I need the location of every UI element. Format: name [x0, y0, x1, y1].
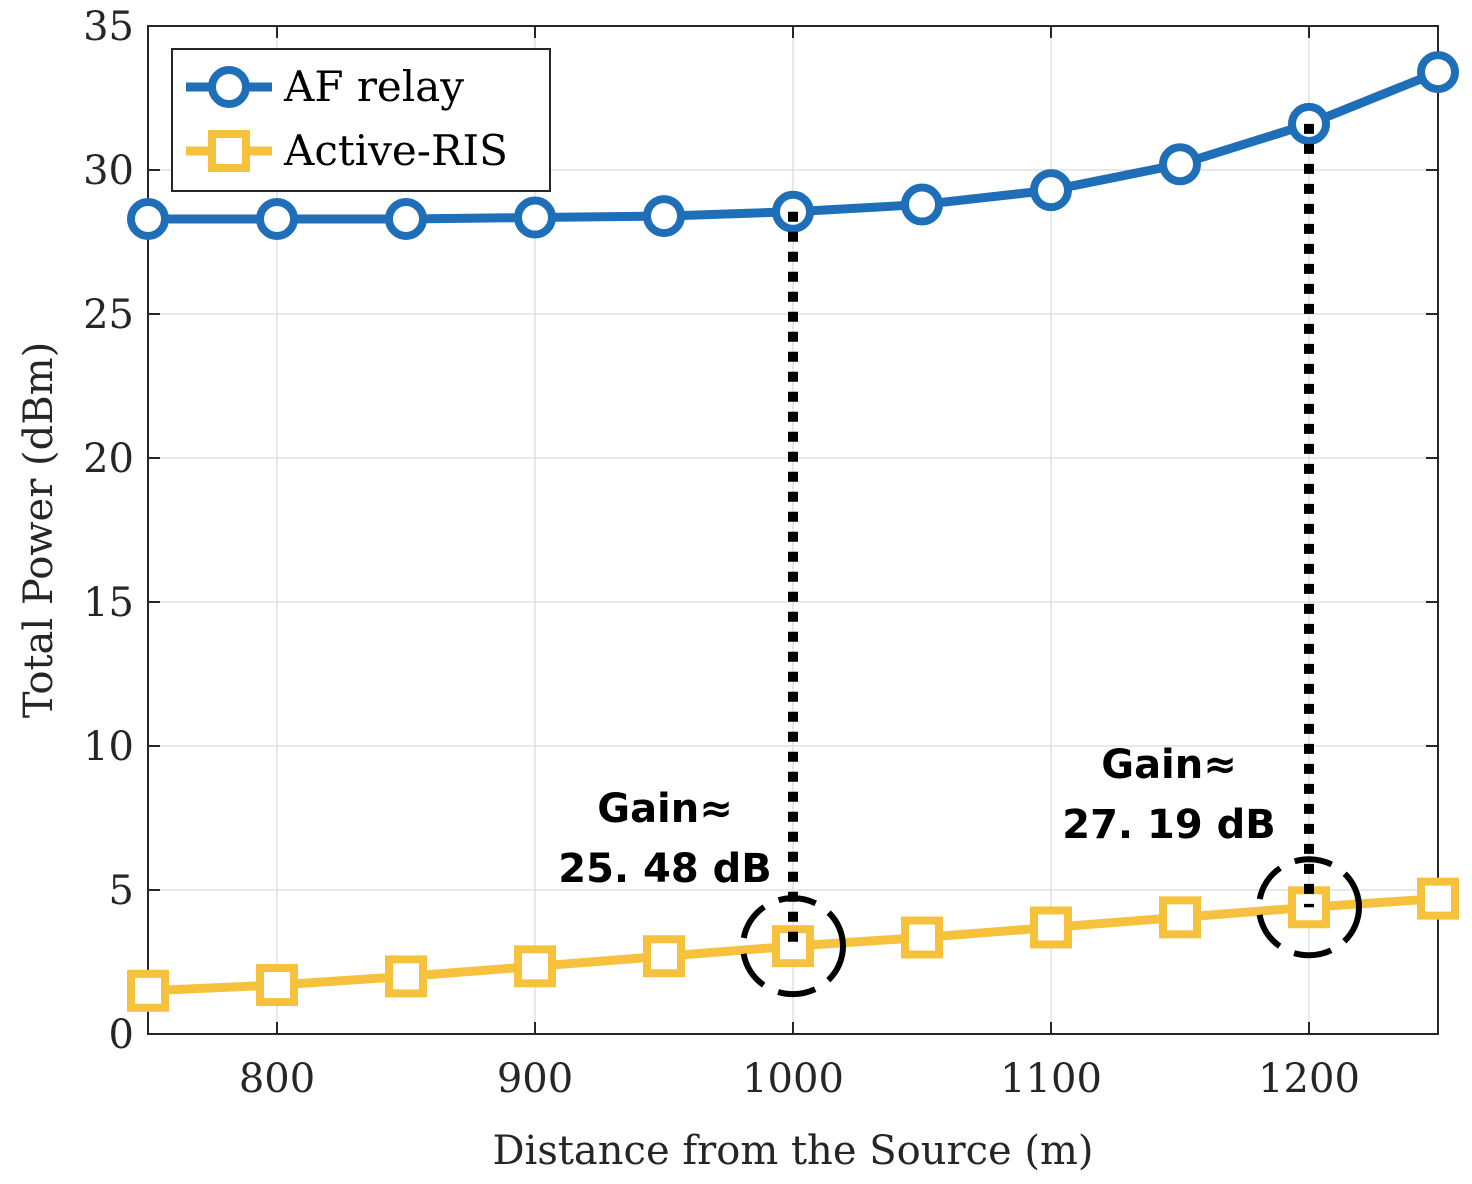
y-axis-label: Total Power (dBm)	[16, 342, 62, 718]
data-point	[1030, 906, 1072, 949]
y-tick-label: 5	[109, 868, 134, 914]
legend-label: Active-RIS	[283, 126, 508, 175]
data-point	[1159, 896, 1201, 939]
data-point	[385, 197, 427, 240]
legend-marker	[208, 130, 250, 172]
legend: AF relay Active-RIS	[171, 48, 551, 192]
y-tick-label: 10	[83, 724, 134, 770]
data-point	[256, 197, 298, 240]
x-tick-label: 900	[497, 1056, 573, 1102]
y-tick-label: 35	[83, 4, 134, 50]
data-point	[1417, 51, 1459, 94]
data-point	[901, 916, 943, 959]
gain-highlight-circle	[1256, 856, 1362, 959]
data-point	[127, 969, 169, 1012]
gain-highlight-circle	[740, 895, 846, 998]
data-point	[385, 955, 427, 998]
data-point	[1417, 877, 1459, 920]
data-point	[514, 945, 556, 988]
gain-label-line1: Gain≈	[597, 786, 733, 832]
y-tick-label: 30	[83, 148, 134, 194]
data-point	[643, 195, 685, 238]
x-tick-label: 1100	[1000, 1056, 1102, 1102]
data-point	[901, 183, 943, 226]
data-point	[1288, 886, 1330, 929]
y-tick-label: 25	[83, 292, 134, 338]
annotations: Gain≈ 25. 48 dB Gain≈ 27. 19 dB	[558, 123, 1362, 998]
gain-label-line1: Gain≈	[1101, 742, 1237, 788]
data-point	[127, 197, 169, 240]
data-point	[1159, 143, 1201, 186]
x-tick-label: 800	[239, 1056, 315, 1102]
legend-marker	[208, 66, 250, 108]
y-tick-label: 20	[83, 436, 134, 482]
gain-label-line2: 25. 48 dB	[558, 846, 772, 892]
y-tick-label: 15	[83, 580, 134, 626]
gain-label-line2: 27. 19 dB	[1062, 802, 1276, 848]
data-point	[1030, 169, 1072, 212]
y-tick-label: 0	[109, 1012, 134, 1058]
legend-label: AF relay	[283, 62, 464, 111]
x-tick-label: 1000	[742, 1056, 844, 1102]
data-point	[514, 196, 556, 239]
data-point	[256, 964, 298, 1007]
x-axis-label: Distance from the Source (m)	[492, 1128, 1093, 1174]
series-group	[127, 51, 1459, 1012]
axis-ticks: 800 900 1000 1100 1200 0 5 10 15 20 25 30 35	[83, 4, 1438, 1102]
data-point	[643, 935, 685, 978]
x-tick-label: 1200	[1258, 1056, 1360, 1102]
